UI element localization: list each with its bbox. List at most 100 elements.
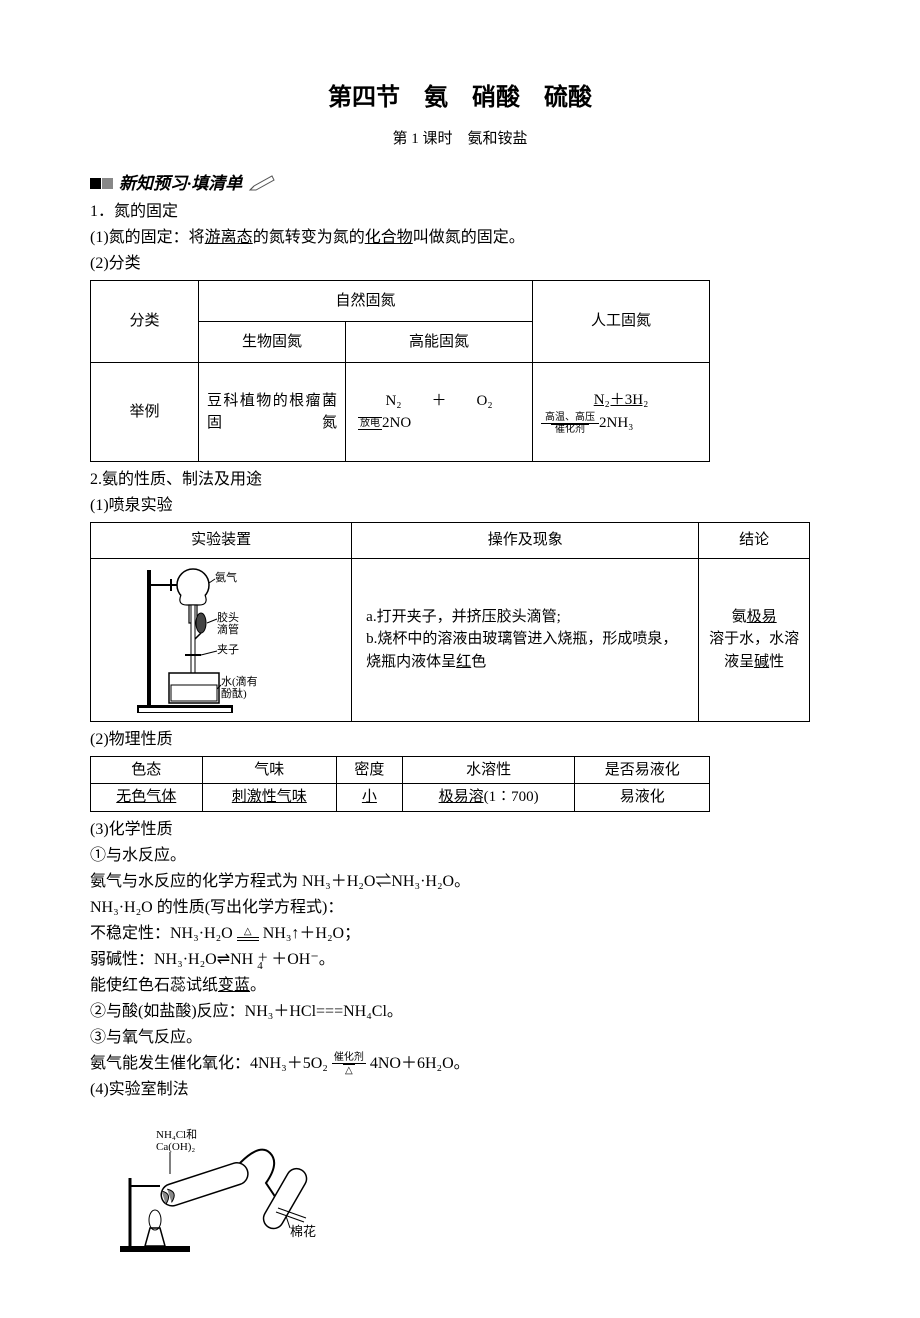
- banner-squares-icon: [90, 178, 113, 189]
- table-cell: 极易溶(1∶700): [402, 784, 575, 812]
- label: 氨气: [215, 570, 237, 584]
- equation: N₂＋3H₂: [594, 392, 649, 408]
- text: 催化剂: [551, 424, 589, 435]
- page-subtitle: 第 1 课时 氨和铵盐: [90, 128, 830, 151]
- page-title: 第四节 氨 硝酸 硫酸: [90, 80, 830, 116]
- table-header: 实验装置: [91, 523, 352, 559]
- text: NH₃↑＋H₂O；: [263, 925, 360, 942]
- blank: 极易溶: [439, 789, 484, 805]
- label: NH₄Cl和: [156, 1128, 197, 1141]
- lab-apparatus: NH₄Cl和 Ca(OH)₂ 棉花: [90, 1108, 830, 1258]
- item: ①与水反应。: [90, 844, 830, 868]
- table-cell: 小: [337, 784, 403, 812]
- banner-text: 新知预习·填清单: [119, 171, 242, 197]
- text: b.烧杯中的溶液由玻璃管进入烧瓶，形成喷泉，烧瓶内液体呈: [366, 631, 677, 670]
- text: 。: [250, 977, 266, 994]
- equation: ②与酸(如盐酸)反应：NH₃＋HCl===NH₄Cl。: [90, 1000, 830, 1024]
- text: △: [343, 1064, 355, 1076]
- table-header: 操作及现象: [352, 523, 699, 559]
- table-header: 气味: [202, 756, 336, 784]
- reaction-condition: 放电: [358, 417, 382, 430]
- table-header: 色态: [91, 756, 203, 784]
- catalyst-condition-icon: 催化剂 △: [332, 1052, 366, 1076]
- heat-condition-icon: △: [237, 927, 259, 941]
- equation-line: N₂ ＋ O₂: [354, 390, 524, 413]
- table-cell: 刺激性气味: [202, 784, 336, 812]
- blank: 化合物: [365, 229, 413, 246]
- equation: 不稳定性：NH₃·H₂O △ NH₃↑＋H₂O；: [90, 922, 830, 946]
- item: ③与氧气反应。: [90, 1026, 830, 1050]
- table-header: 水溶性: [402, 756, 575, 784]
- table-cell: 生物固氮: [199, 322, 346, 363]
- blank: 无色气体: [116, 789, 176, 805]
- text: 4NO＋6H₂O。: [370, 1055, 470, 1072]
- label: 夹子: [217, 643, 239, 656]
- table-header: 结论: [699, 523, 810, 559]
- blank: 红: [456, 654, 471, 670]
- lab-apparatus-icon: NH₄Cl和 Ca(OH)₂ 棉花: [90, 1108, 350, 1258]
- table-cell: N₂＋3H₂ 高温、高压 催化剂 2NH₃: [533, 363, 710, 462]
- table-cell: 高能固氮: [346, 322, 533, 363]
- blank: 碱: [754, 654, 769, 670]
- sec2-heading: 2.氨的性质、制法及用途: [90, 468, 830, 492]
- sec2-sub2: (2)物理性质: [90, 728, 830, 752]
- sec2-sub3: (3)化学性质: [90, 818, 830, 842]
- text: 催化剂: [332, 1052, 366, 1064]
- text: 性: [769, 654, 784, 670]
- conclusion-cell: 氨极易 溶于水，水溶液呈碱性: [699, 558, 810, 721]
- table-cell: 豆科植物的根瘤菌固氮: [199, 363, 346, 462]
- text: NH₃·H₂O 的性质(写出化学方程式)：: [90, 896, 830, 920]
- text: 放电: [358, 417, 382, 430]
- physical-properties-table: 色态 气味 密度 水溶性 是否易液化 无色气体 刺激性气味 小 极易溶(1∶70…: [90, 756, 710, 812]
- blank: 刺激性气味: [232, 789, 307, 805]
- text: b.烧杯中的溶液由玻璃管进入烧瓶，形成喷泉，烧瓶内液体呈红色: [366, 628, 684, 673]
- equation: 氨气能发生催化氧化：4NH₃＋5O₂ 催化剂 △ 4NO＋6H₂O。: [90, 1052, 830, 1076]
- text: ＋OH⁻。: [271, 951, 335, 968]
- blank: 变蓝: [218, 977, 250, 994]
- operation-cell: a.打开夹子，并挤压胶头滴管; b.烧杯中的溶液由玻璃管进入烧瓶，形成喷泉，烧瓶…: [352, 558, 699, 721]
- sec1-line1: (1)氮的固定：将游离态的氮转变为氮的化合物叫做氮的固定。: [90, 226, 830, 250]
- text: 氨: [732, 609, 747, 625]
- table-cell: 分类: [91, 281, 199, 363]
- text: 色: [471, 654, 486, 670]
- sec2-sub1: (1)喷泉实验: [90, 494, 830, 518]
- equation-line: 高温、高压 催化剂 2NH₃: [541, 412, 701, 435]
- text: 2NH₃: [599, 415, 633, 431]
- text: △: [244, 927, 252, 937]
- apparatus-cell: 氨气 胶头 滴管 夹子 水(滴有 酚酞): [91, 558, 352, 721]
- text: 高温、高压: [541, 413, 599, 424]
- table-cell: 易液化: [575, 784, 710, 812]
- blank: 极易: [747, 609, 777, 625]
- text: 2NO: [382, 415, 411, 431]
- fountain-table: 实验装置 操作及现象 结论 氨气 胶头: [90, 522, 810, 722]
- text: (1∶700): [484, 789, 539, 805]
- equation: 氨气与水反应的化学方程式为 NH₃＋H₂O⇌NH₃·H₂O。: [90, 870, 830, 894]
- text: 的氮转变为氮的: [253, 229, 365, 246]
- equation-line: 放电 2NO: [354, 412, 524, 435]
- label: 胶头: [217, 610, 239, 624]
- label: 水(滴有: [221, 674, 258, 688]
- sec1-line2: (2)分类: [90, 252, 830, 276]
- sec1-heading: 1．氮的固定: [90, 200, 830, 224]
- text: 弱碱性：NH₃·H₂O⇌NH: [90, 951, 253, 968]
- label: 酚酞): [221, 686, 247, 700]
- pencil-icon: [248, 174, 276, 192]
- text: 氨气能发生催化氧化：4NH₃＋5O₂: [90, 1055, 328, 1072]
- reversible-arrow-icon: 高温、高压 催化剂: [541, 413, 599, 435]
- text: 能使红色石蕊试纸: [90, 977, 218, 994]
- label: 棉花: [290, 1224, 316, 1239]
- label: Ca(OH)₂: [156, 1141, 195, 1153]
- table-cell: 举例: [91, 363, 199, 462]
- equation: 弱碱性：NH₃·H₂O⇌NH ＋ 4 ＋OH⁻。: [90, 948, 830, 972]
- table-cell: N₂ ＋ O₂ 放电 2NO: [346, 363, 533, 462]
- table-header: 密度: [337, 756, 403, 784]
- equation-line: N₂＋3H₂: [541, 389, 701, 412]
- blank: 小: [362, 789, 377, 805]
- text: 叫做氮的固定。: [413, 229, 525, 246]
- label: 滴管: [217, 622, 239, 636]
- table-cell: 自然固氮: [199, 281, 533, 322]
- sec2-sub4: (4)实验室制法: [90, 1078, 830, 1102]
- text: 能使红色石蕊试纸变蓝。: [90, 974, 830, 998]
- text: 不稳定性：NH₃·H₂O: [90, 925, 233, 942]
- table-header: 是否易液化: [575, 756, 710, 784]
